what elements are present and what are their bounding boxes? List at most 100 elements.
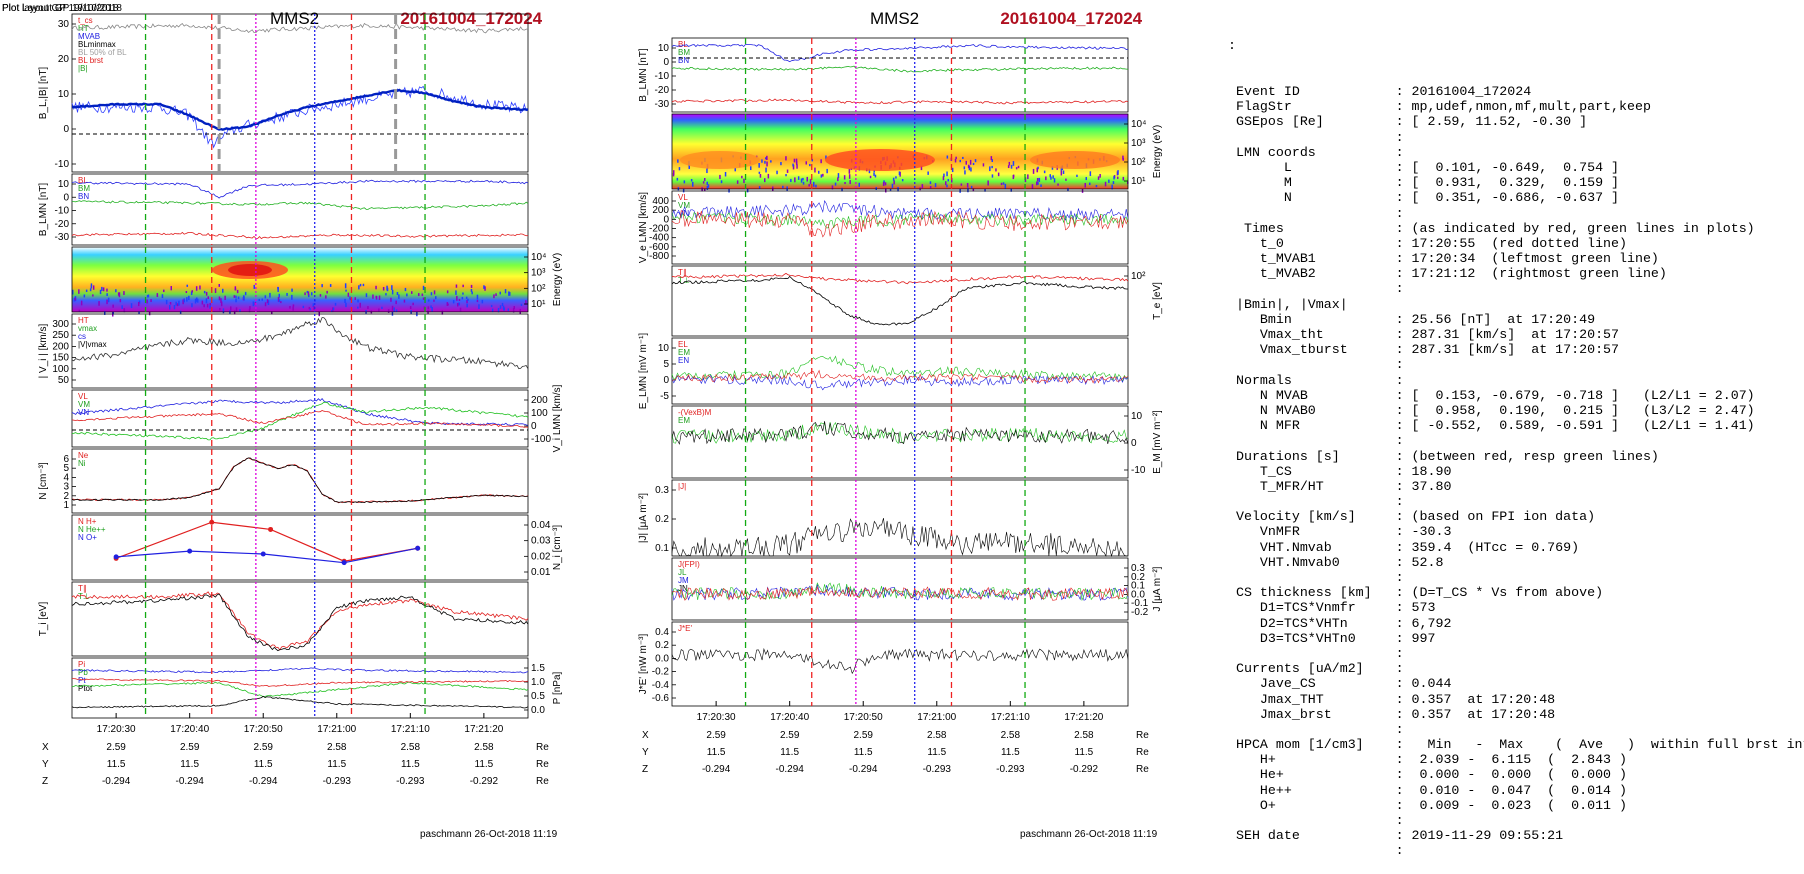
- spectrogram-speckle: [101, 286, 103, 291]
- legend-entry: t_cs: [78, 16, 93, 25]
- x-tick-label: 17:20:50: [844, 712, 883, 723]
- spectrogram-speckle: [156, 293, 159, 297]
- spectrogram-speckle: [782, 185, 784, 189]
- y-tick-label: 5: [663, 359, 669, 370]
- spectrogram-speckle: [508, 291, 510, 296]
- spectrogram-speckle: [354, 297, 356, 301]
- info-row: Normals :: [1228, 373, 1798, 388]
- spectrogram-speckle: [409, 306, 412, 309]
- x-tick-label: 17:20:30: [97, 724, 136, 735]
- spectrogram-speckle: [965, 160, 967, 165]
- spectrogram-speckle: [311, 292, 313, 296]
- spectrogram-speckle: [1057, 183, 1059, 186]
- position-unit: Re: [536, 776, 549, 787]
- spectrogram-speckle: [264, 295, 267, 299]
- position-value: 2.59: [106, 742, 126, 753]
- info-value: : (as indicated by red, green lines in p…: [1395, 220, 1755, 236]
- spectrogram-speckle: [719, 174, 721, 179]
- spectrogram-speckle: [358, 285, 360, 290]
- spectrogram-speckle: [123, 308, 125, 312]
- spectrogram-speckle: [349, 298, 352, 301]
- spectrogram-speckle: [891, 183, 894, 189]
- spectrogram-speckle: [776, 170, 778, 175]
- spectrogram-speckle: [233, 310, 236, 315]
- position-row-label: Y: [642, 747, 649, 758]
- info-row: :: [1228, 843, 1798, 858]
- position-value: 2.59: [706, 730, 726, 741]
- spectrogram-speckle: [964, 170, 966, 175]
- spectrogram-speckle: [169, 302, 172, 305]
- spectrogram-speckle: [261, 298, 263, 301]
- panel-ylabel-right: T_e [eV]: [1152, 282, 1163, 320]
- info-key: N: [1228, 190, 1396, 206]
- spectrogram-speckle: [222, 288, 224, 293]
- info-key: [1228, 843, 1396, 858]
- position-value: 2.59: [253, 742, 273, 753]
- info-key: N MFR: [1228, 418, 1396, 434]
- y-tick-label: 0: [63, 124, 69, 135]
- spectrogram-speckle: [1043, 170, 1046, 174]
- spectrogram-speckle: [170, 286, 172, 291]
- info-row: :: [1228, 646, 1798, 661]
- V-M-line: [71, 401, 529, 441]
- panel-j: [671, 479, 1129, 557]
- spectrogram-speckle: [462, 284, 464, 288]
- spectrogram-speckle: [326, 290, 328, 294]
- spectrogram-speckle: [398, 294, 400, 299]
- spectrogram-speckle: [191, 303, 193, 308]
- spectrogram-speckle: [1012, 174, 1015, 178]
- y-tick-label: 10⁴: [1131, 119, 1146, 130]
- info-key: [1228, 281, 1396, 296]
- info-value: : [ 0.153, -0.679, -0.718 ] (L2/L1 = 2.0…: [1395, 387, 1755, 403]
- panel-bl: [71, 13, 529, 173]
- position-row-label: X: [642, 730, 649, 741]
- legend-entry: VL: [678, 193, 688, 202]
- info-value: : 25.56 [nT] at 17:20:49: [1395, 311, 1596, 327]
- info-row: CS thickness [km] : (D=T_CS * Vs from ab…: [1228, 585, 1798, 600]
- y-tick-label: -30: [655, 99, 670, 110]
- position-unit: Re: [1136, 764, 1149, 775]
- y-tick-label: 0.2: [1131, 572, 1145, 583]
- spectrogram-speckle: [790, 178, 792, 183]
- info-key: HPCA mom [1/cm3]: [1228, 737, 1396, 753]
- spectrogram-speckle: [841, 187, 843, 192]
- figure-footer: paschmann 26-Oct-2018 11:19: [1020, 829, 1158, 840]
- spectrogram-speckle: [196, 297, 198, 302]
- panel-hpca: [71, 514, 529, 581]
- spectrogram-speckle: [203, 304, 205, 308]
- spectrogram-speckle: [209, 303, 211, 306]
- panel-p: [71, 657, 529, 719]
- position-value: -0.294: [175, 776, 204, 787]
- legend-entry: BL: [78, 176, 88, 185]
- info-key: D3=TCS*VHTn0: [1228, 630, 1396, 646]
- figure: Plot Layout GP 19/10/2018 MMS2 20161004_17…: [2, 3, 1163, 840]
- spectrogram-speckle: [367, 306, 369, 309]
- info-row: Currents [uA/m2] :: [1228, 661, 1798, 676]
- spectrogram-speckle: [843, 175, 846, 180]
- spectrogram-speckle: [359, 283, 362, 287]
- spectrogram-speckle: [205, 298, 208, 304]
- spectrogram-speckle: [433, 299, 435, 302]
- event-id-title: 20161004_172024: [1000, 9, 1142, 28]
- spectrogram-speckle: [466, 299, 468, 304]
- info-row: |Bmin|, |Vmax|: [1228, 297, 1798, 312]
- y-tick-label: 0: [663, 375, 669, 386]
- legend-entry: T∥: [678, 268, 687, 277]
- spectrogram-speckle: [875, 187, 877, 191]
- legend-entry: N O+: [78, 533, 97, 542]
- spectrogram-speckle: [121, 305, 123, 309]
- y-tick-label: -10: [655, 71, 670, 82]
- spectrogram-speckle: [264, 302, 267, 307]
- left-figure: Plot Layout GP 19/10/2018 MMS2 20161004_17…: [2, 3, 563, 840]
- spectrogram-speckle: [743, 178, 745, 184]
- info-row: Velocity [km/s] : (based on FPI ion data…: [1228, 509, 1798, 524]
- info-key: N MVAB0: [1228, 402, 1396, 418]
- spectrogram-speckle: [1010, 188, 1012, 192]
- info-key: T_CS: [1228, 463, 1396, 479]
- spectrogram-speckle: [199, 285, 201, 290]
- spectrogram-speckle: [499, 291, 501, 295]
- spectrogram-speckle: [462, 292, 464, 295]
- y-tick-label: 0: [663, 57, 669, 68]
- info-row: t_0 : 17:20:55 (red dotted line): [1228, 236, 1798, 251]
- position-value: 2.58: [1074, 730, 1094, 741]
